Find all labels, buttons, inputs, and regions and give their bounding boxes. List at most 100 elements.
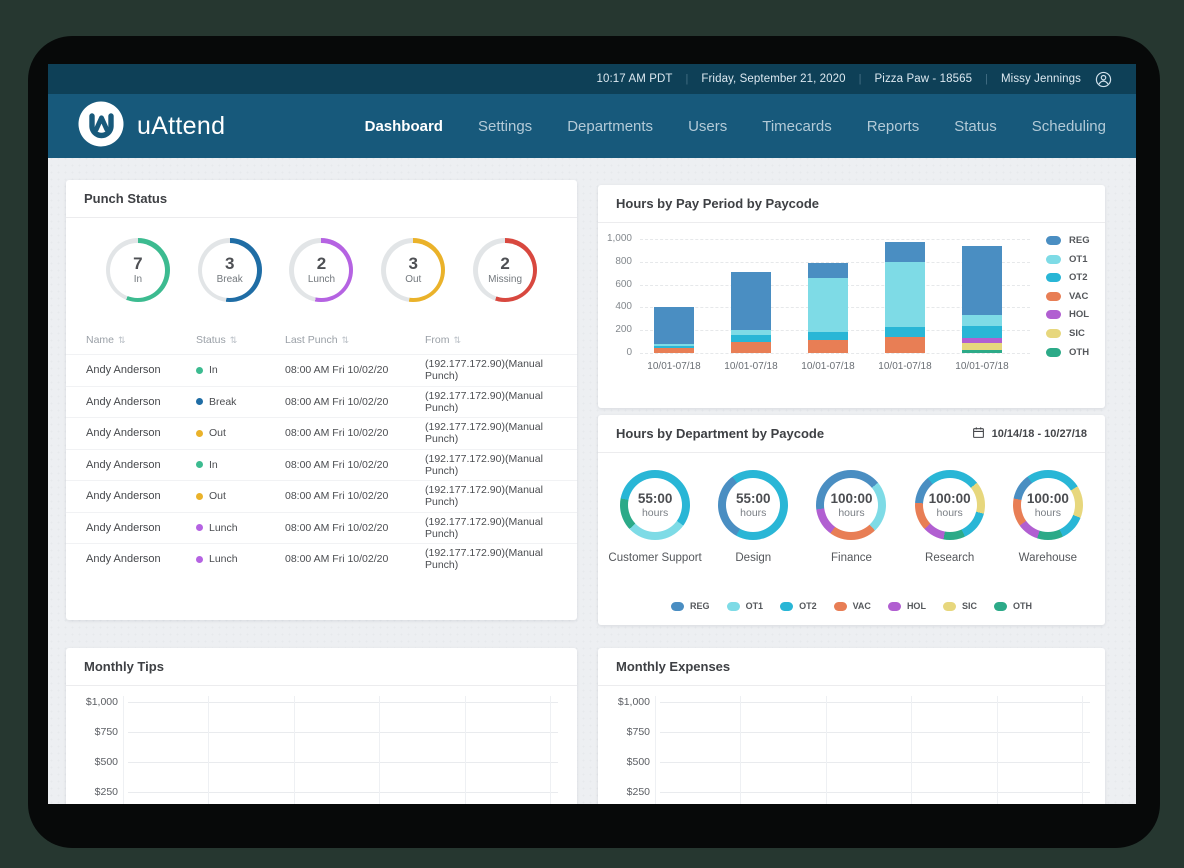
gridline <box>640 239 1030 240</box>
donut-ring: 100:00 hours <box>1012 470 1083 540</box>
punch-count: 3 <box>224 253 235 273</box>
department-donut-customer-support: 55:00 hours Customer Support <box>607 470 703 564</box>
punch-table-body: Andy Anderson In 08:00 AM Fri 10/02/20 (192… <box>66 354 577 575</box>
y-axis-tick: $1,000 <box>85 696 118 708</box>
cell-from: (192.177.172.90)(Manual Punch) <box>425 358 543 383</box>
department-title: Hours by Department by Paycode <box>616 426 825 441</box>
legend-item-sic: SIC <box>942 601 977 611</box>
nav-item-users[interactable]: Users <box>688 117 728 135</box>
punch-circle-break: 3 Break <box>197 238 262 302</box>
status-dot-lunch <box>196 555 203 563</box>
punch-count: 3 <box>408 253 419 273</box>
column-header-from[interactable]: From ⇅ <box>425 334 557 346</box>
nav-items: Dashboard Settings Departments Users Timecar… <box>365 118 1106 135</box>
legend-label: SIC <box>961 601 977 611</box>
cell-status: Lunch <box>196 553 285 565</box>
punch-status-title: Punch Status <box>84 191 168 206</box>
bar-segment-reg <box>962 246 1002 315</box>
legend-item-ot1: OT1 <box>726 601 763 611</box>
department-donut-research: 100:00 hours Research <box>902 470 998 564</box>
table-row: Andy Anderson Lunch 08:00 AM Fri 10/02/20 (… <box>66 511 577 544</box>
x-axis-label: 10/01-07/18 <box>724 361 778 372</box>
uattend-logo[interactable]: uAttend <box>78 101 225 152</box>
cell-status: Lunch <box>196 522 285 534</box>
legend-item-oth: OTH <box>993 601 1032 611</box>
uattend-dashboard-window: 10:17 AM PDT | Friday, September 21, 2020 |… <box>48 64 1136 804</box>
gridline-horizontal <box>128 702 558 703</box>
department-label: Research <box>925 552 975 564</box>
department-label: Design <box>735 552 772 564</box>
bar-segment-oth <box>962 350 1002 353</box>
gridline-vertical <box>825 696 827 804</box>
donut-center: 100:00 hours <box>922 478 977 532</box>
department-donut-warehouse: 100:00 hours Warehouse <box>1000 470 1096 564</box>
bar-segment-ot1 <box>962 314 1002 326</box>
status-dot-out <box>196 429 203 437</box>
cell-last-punch: 08:00 AM Fri 10/02/20 <box>285 521 389 534</box>
cell-status: In <box>196 459 285 471</box>
punch-status-circles: 7 In 3 Break 2 Lunch 3 Out 2 Missing <box>66 218 577 318</box>
status-label: In <box>209 458 218 471</box>
gridline-horizontal <box>660 702 1090 703</box>
table-row: Andy Anderson Out 08:00 AM Fri 10/02/20 (19… <box>66 417 577 449</box>
status-label: Lunch <box>209 521 238 534</box>
column-header-last-punch[interactable]: Last Punch ⇅ <box>285 334 425 346</box>
column-header-status[interactable]: Status ⇅ <box>196 334 285 346</box>
legend-label: OT1 <box>1069 253 1088 265</box>
punch-label: Break <box>216 274 243 286</box>
gridline-horizontal <box>128 792 558 793</box>
gridline-horizontal <box>128 732 558 733</box>
donut-center: 100:00 hours <box>1020 478 1075 532</box>
nav-item-status[interactable]: Status <box>954 117 997 135</box>
y-axis-tick: 0 <box>626 347 632 358</box>
punch-circle-center: 3 Out <box>385 242 441 298</box>
date-range-picker[interactable]: 10/14/18 - 10/27/18 <box>972 426 1087 442</box>
nav-item-settings[interactable]: Settings <box>477 117 533 135</box>
status-dot-out <box>196 492 203 500</box>
nav-item-reports[interactable]: Reports <box>866 117 920 135</box>
status-label: In <box>209 364 218 377</box>
column-header-label: Last Punch <box>285 334 338 346</box>
legend-item-hol: HOL <box>887 601 926 611</box>
pay-period-header: Hours by Pay Period by Paycode <box>598 185 1105 223</box>
legend-label: REG <box>1069 235 1090 246</box>
cell-name: Andy Anderson <box>86 395 161 408</box>
calendar-icon <box>972 426 985 442</box>
bar-segment-ot2 <box>885 326 925 338</box>
pay-period-bar-chart: 1,000 800 600 400 200 0 10/01-07/18 10/01-07/18… <box>598 185 1105 408</box>
cell-name: Andy Anderson <box>86 458 161 471</box>
nav-item-departments[interactable]: Departments <box>567 117 654 135</box>
legend-swatch <box>993 601 1007 611</box>
y-axis-tick: 1,000 <box>606 233 632 244</box>
donut-hours-unit: hours <box>740 506 767 519</box>
nav-item-timecards[interactable]: Timecards <box>762 117 832 135</box>
punch-circle-lunch: 2 Lunch <box>289 238 354 302</box>
monthly-expenses-chart: $1,000 $750 $500 $250 <box>598 648 1105 804</box>
punch-circle-out: 3 Out <box>381 238 446 302</box>
column-header-name[interactable]: Name ⇅ <box>86 334 196 346</box>
punch-status-card: Punch Status 7 In 3 Break 2 Lunch 3 Out 2 Missing… <box>66 180 577 620</box>
donut-hours-unit: hours <box>838 506 865 519</box>
legend-swatch <box>1046 329 1061 338</box>
topbar-separator: | <box>858 73 862 85</box>
sort-icon: ⇅ <box>341 334 350 345</box>
nav-item-scheduling[interactable]: Scheduling <box>1031 117 1106 135</box>
topbar-separator: | <box>985 73 988 85</box>
legend-item-reg: REG <box>671 601 710 611</box>
user-account-icon[interactable] <box>1095 71 1112 88</box>
sort-icon: ⇅ <box>453 334 462 345</box>
legend-swatch <box>1046 347 1061 357</box>
nav-item-dashboard[interactable]: Dashboard <box>364 117 443 135</box>
pay-period-title: Hours by Pay Period by Paycode <box>616 196 820 211</box>
department-label: Customer Support <box>608 552 702 564</box>
punch-circle-center: 2 Lunch <box>293 242 349 298</box>
monthly-expenses-title: Monthly Expenses <box>616 659 731 674</box>
donut-hours-unit: hours <box>936 506 963 519</box>
gridline-horizontal <box>660 762 1090 763</box>
topbar-item: 10:17 AM PDT <box>596 73 673 85</box>
x-axis-label: 10/01-07/18 <box>801 361 855 372</box>
punch-label: Out <box>405 274 422 286</box>
y-axis-tick: $250 <box>94 786 118 798</box>
department-donuts: 55:00 hours Customer Support 55:00 hours Desi… <box>598 453 1105 564</box>
legend-swatch <box>671 601 685 611</box>
